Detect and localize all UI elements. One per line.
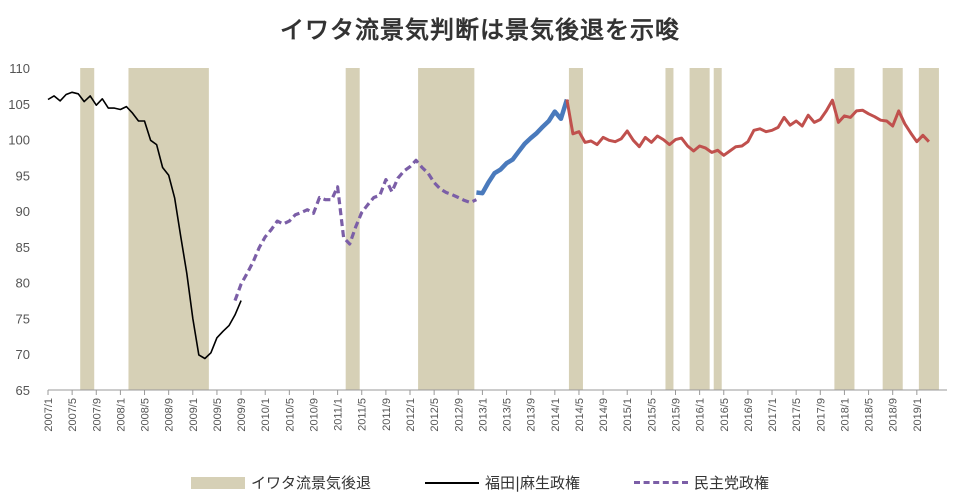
x-tick-label: 2011/1: [333, 398, 345, 431]
x-tick-label: 2009/9: [236, 398, 248, 432]
legend-item-dpj: 民主党政権: [634, 472, 769, 493]
x-tick-label: 2017/1: [767, 398, 779, 432]
y-tick-label: 65: [16, 383, 30, 398]
recession-band: [568, 68, 583, 390]
x-tick-label: 2016/5: [719, 398, 731, 432]
line-chart: 65 70 75 80 85 90 95 100 105 110 2007/1 2007/5 2007/…: [8, 61, 947, 432]
series-line-3: [565, 98, 930, 157]
series-line-1: [233, 158, 478, 302]
legend-label-recession: イワタ流景気後退: [250, 474, 371, 492]
x-tick-label: 2010/1: [260, 398, 272, 432]
x-tick-label: 2009/1: [188, 398, 200, 432]
x-tick-label: 2009/5: [212, 398, 224, 432]
x-tick-label: 2008/5: [140, 398, 152, 432]
recession-band: [345, 68, 360, 390]
x-tick-label: 2008/1: [115, 398, 127, 432]
x-tick-label: 2014/5: [574, 398, 586, 432]
x-tick-label: 2012/1: [405, 398, 417, 432]
x-tick-label: 2018/1: [839, 398, 851, 432]
x-tick-label: 2016/9: [743, 398, 755, 432]
x-tick-label: 2013/9: [526, 398, 538, 432]
x-tick-label: 2013/1: [477, 398, 489, 432]
x-tick-label: 2007/1: [43, 398, 55, 432]
recession-band: [665, 68, 674, 390]
legend-item-recession: イワタ流景気後退: [190, 472, 371, 493]
x-tick-label: 2018/9: [888, 398, 900, 432]
x-tick-label: 2019/1: [912, 398, 924, 432]
x-tick-label: 2011/5: [357, 398, 369, 431]
y-tick-label: 80: [16, 276, 30, 291]
x-tick-label: 2015/9: [670, 398, 682, 432]
series-line-2: [476, 98, 570, 196]
x-tick-label: 2010/5: [284, 398, 296, 432]
legend: イワタ流景気後退 福田|麻生政権 民主党政権: [0, 472, 960, 493]
recession-band: [834, 68, 855, 390]
x-tick-label: 2014/9: [598, 398, 610, 432]
x-tick-label: 2015/5: [646, 398, 658, 432]
x-tick-label: 2014/1: [550, 398, 562, 432]
series-line-0: [47, 91, 242, 360]
recession-band: [80, 68, 95, 390]
y-tick-label: 85: [16, 240, 30, 255]
x-tick-label: 2017/5: [791, 398, 803, 432]
recession-band: [689, 68, 710, 390]
y-tick-label: 105: [8, 97, 30, 112]
x-tick-label: 2013/5: [502, 398, 514, 432]
recession-band: [882, 68, 903, 390]
legend-swatch-dpj: [634, 481, 689, 484]
legend-item-fukuda-aso: 福田|麻生政権: [424, 472, 581, 493]
legend-label-dpj: 民主党政権: [694, 474, 770, 492]
x-tick-label: 2016/1: [695, 398, 707, 432]
x-tick-label: 2012/9: [453, 398, 465, 432]
x-tick-label: 2007/9: [91, 398, 103, 432]
y-tick-label: 95: [16, 168, 30, 183]
x-tick-label: 2008/9: [164, 398, 176, 432]
chart-title: イワタ流景気判断は景気後退を示唆: [280, 16, 680, 44]
x-tick-label: 2007/5: [67, 398, 79, 432]
y-tick-label: 90: [16, 204, 30, 219]
recession-band: [713, 68, 722, 390]
y-tick-label: 75: [16, 311, 30, 326]
y-tick-label: 70: [16, 347, 30, 362]
x-tick-label: 2015/1: [622, 398, 634, 432]
recession-band: [918, 68, 939, 390]
y-tick-label: 100: [8, 133, 30, 148]
x-tick-label: 2011/9: [381, 398, 393, 431]
y-tick-label: 110: [9, 61, 30, 76]
x-tick-label: 2010/9: [308, 398, 320, 432]
legend-swatch-fukuda-aso: [424, 481, 479, 484]
x-tick-label: 2017/9: [815, 398, 827, 432]
legend-label-fukuda-aso: 福田|麻生政権: [484, 474, 581, 492]
x-tick-label: 2012/5: [429, 398, 441, 432]
x-tick-label: 2018/5: [864, 398, 876, 432]
recession-band: [418, 68, 475, 390]
legend-swatch-recession: [190, 476, 245, 489]
